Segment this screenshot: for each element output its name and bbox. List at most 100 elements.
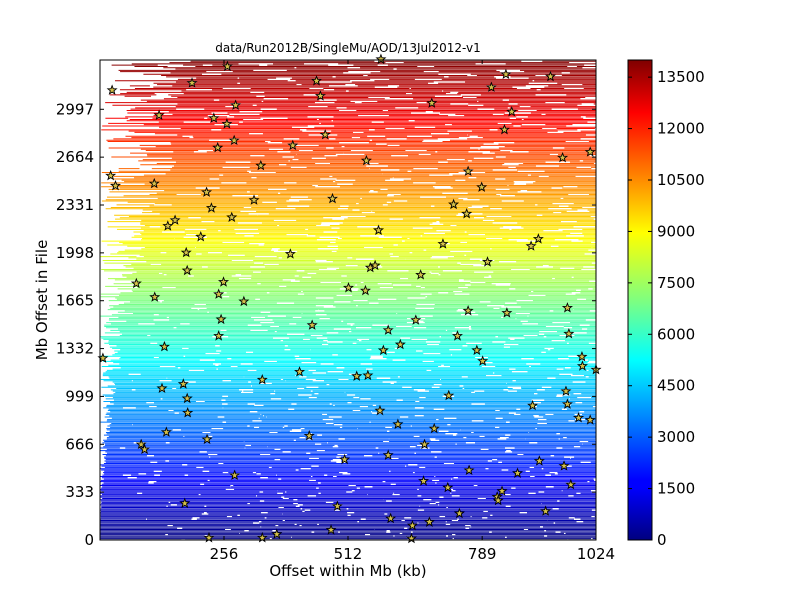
x-tick-label: 256: [210, 545, 239, 563]
plot-area: [97, 53, 602, 544]
star-marker: [139, 443, 151, 455]
star-marker: [426, 97, 438, 108]
colorbar-tick-label: 4500: [657, 377, 695, 395]
star-marker: [382, 449, 394, 460]
star-marker: [584, 146, 596, 157]
star-marker: [359, 284, 371, 296]
star-marker: [156, 382, 168, 394]
star-marker: [561, 302, 573, 313]
star-marker: [565, 478, 577, 490]
star-marker: [442, 481, 454, 493]
star-marker: [462, 165, 474, 177]
star-marker: [448, 198, 460, 210]
star-marker: [255, 159, 267, 171]
star-marker: [205, 202, 217, 213]
star-marker: [576, 350, 588, 362]
star-marker: [287, 139, 299, 151]
star-marker: [238, 295, 250, 307]
star-marker: [153, 109, 165, 121]
star-marker: [201, 433, 213, 445]
star-marker: [476, 181, 488, 192]
colorbar-tick-label: 12000: [657, 120, 705, 138]
star-marker: [385, 512, 397, 524]
star-marker: [501, 307, 513, 318]
star-marker: [406, 519, 418, 531]
star-marker: [576, 360, 588, 371]
star-marker: [506, 105, 518, 117]
colorbar-tick-label: 6000: [657, 325, 695, 343]
star-marker: [208, 112, 220, 123]
colorbar-tick-label: 0: [657, 531, 667, 549]
star-marker: [373, 224, 385, 235]
x-tick-label: 512: [334, 545, 363, 563]
star-marker: [284, 248, 296, 259]
star-marker: [415, 269, 427, 280]
star-marker: [228, 134, 240, 146]
star-marker: [248, 194, 260, 205]
star-marker: [557, 151, 569, 163]
star-marker: [186, 77, 198, 88]
star-marker: [362, 369, 374, 381]
star-marker: [485, 81, 497, 92]
star-marker: [584, 414, 596, 425]
y-tick-label: 2331: [56, 196, 94, 214]
star-marker: [226, 211, 238, 223]
star-marker: [311, 75, 323, 86]
star-marker: [375, 53, 387, 64]
star-marker: [342, 281, 354, 293]
star-marker: [451, 330, 463, 341]
star-marker: [158, 340, 170, 352]
colorbar-tick-label: 1500: [657, 480, 695, 498]
star-marker: [419, 438, 431, 450]
star-marker: [377, 344, 389, 355]
star-marker: [453, 507, 465, 519]
y-tick-label: 1332: [56, 340, 94, 358]
star-marker: [331, 500, 343, 511]
star-marker: [558, 460, 570, 471]
star-marker: [135, 438, 147, 450]
y-tick-label: 1665: [56, 292, 94, 310]
star-marker: [500, 68, 512, 80]
star-marker: [195, 230, 207, 242]
x-tick-label: 1024: [577, 545, 615, 563]
read-segments: [100, 60, 596, 541]
star-marker: [177, 378, 189, 389]
star-marker: [563, 327, 575, 339]
star-marker: [179, 497, 191, 509]
colorbar-tick-label: 9000: [657, 222, 695, 240]
star-marker: [532, 233, 544, 244]
star-marker: [561, 398, 573, 409]
star-marker: [148, 177, 160, 189]
star-marker: [271, 528, 283, 539]
star-marker: [360, 154, 372, 166]
star-marker: [314, 90, 326, 101]
star-marker: [418, 475, 430, 486]
star-marker: [428, 422, 440, 434]
star-marker: [533, 455, 545, 466]
colorbar-tick-label: 10500: [657, 171, 705, 189]
star-marker: [471, 344, 483, 355]
star-marker: [463, 464, 475, 475]
star-marker: [221, 60, 233, 72]
star-marker: [221, 118, 233, 129]
star-marker: [213, 288, 225, 299]
star-marker: [492, 494, 504, 506]
colorbar-tick-label: 3000: [657, 428, 695, 446]
x-tick-label: 789: [468, 545, 497, 563]
star-marker: [105, 169, 117, 181]
star-marker: [319, 128, 331, 140]
star-marker: [160, 426, 172, 437]
star-marker: [527, 399, 539, 411]
star-marker: [201, 186, 213, 197]
star-marker: [369, 259, 381, 271]
colorbar-tick-label: 7500: [657, 274, 695, 292]
star-marker: [498, 123, 510, 135]
star-marker: [496, 485, 508, 496]
colorbar-tick-label: 13500: [657, 68, 705, 86]
star-marker: [410, 314, 422, 325]
colorbar-gradient: [627, 59, 653, 541]
star-marker: [181, 392, 193, 404]
star-marker: [423, 516, 435, 527]
star-marker: [512, 467, 524, 478]
star-marker: [180, 246, 192, 258]
